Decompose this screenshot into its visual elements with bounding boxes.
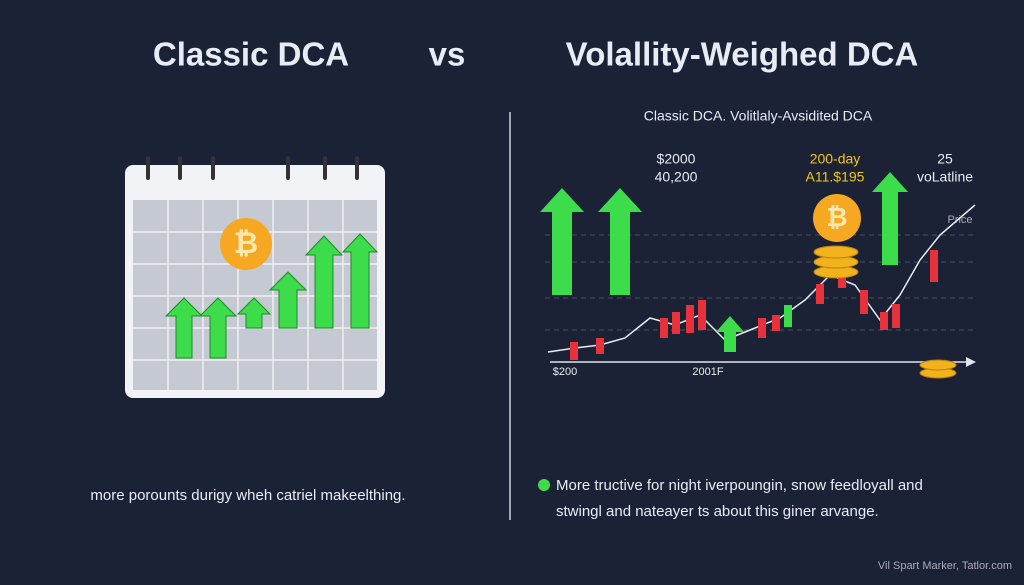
svg-text:₿: ₿ [826,202,847,232]
bullet [538,479,550,491]
left-caption: more porounts durigy wheh catriel makeel… [90,487,405,504]
bullet-text: stwingl and nateayer ts about this giner… [556,503,879,520]
footer: Vil Spart Marker, Tatlor.com [878,560,1012,572]
label: $2000 [657,151,696,167]
axis-label: 2001F [692,366,723,378]
left-title: Classic DCA [153,36,349,73]
axis-label: $200 [553,366,577,378]
label: 200-day [810,151,861,167]
bullet-text: More tructive for night iverpoungin, sno… [556,477,923,494]
label: 40,200 [655,169,698,185]
label: voLatline [917,169,973,185]
svg-text:₿: ₿ [234,227,258,260]
vs: vs [429,36,466,73]
calendar: ₿ [125,156,385,398]
illustration-chart: ₿ [540,172,976,379]
label: A11.$195 [806,169,865,185]
label: 25 [937,151,953,167]
price-label: Price [947,214,972,226]
right-subtitle: Classic DCA. Volitlaly-Avsidited DCA [644,108,873,124]
right-title: Volallity-Weighed DCA [566,36,919,73]
